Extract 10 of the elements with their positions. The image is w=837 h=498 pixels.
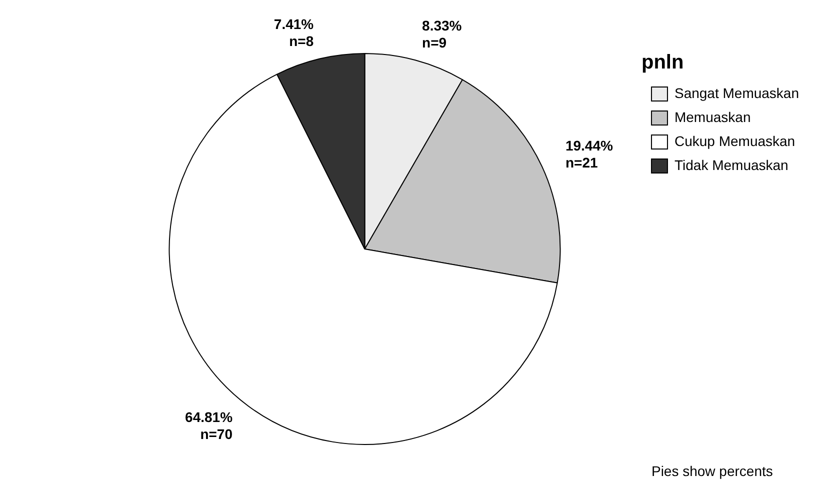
legend-title: pnln <box>641 52 684 74</box>
legend-label: Sangat Memuaskan <box>674 84 800 101</box>
text: Pies show percents <box>651 462 773 479</box>
data-label: 64.81% n=70 <box>185 409 234 442</box>
legend-label: Tidak Memuaskan <box>674 156 788 173</box>
data-label: 8.33% n=9 <box>422 17 462 50</box>
legend-label: Memuaskan <box>674 108 751 125</box>
legend-label: Cukup Memuaskan <box>674 132 796 149</box>
data-label: 19.44% n=21 <box>565 138 614 171</box>
data-label: 7.41% n=8 <box>274 16 314 49</box>
